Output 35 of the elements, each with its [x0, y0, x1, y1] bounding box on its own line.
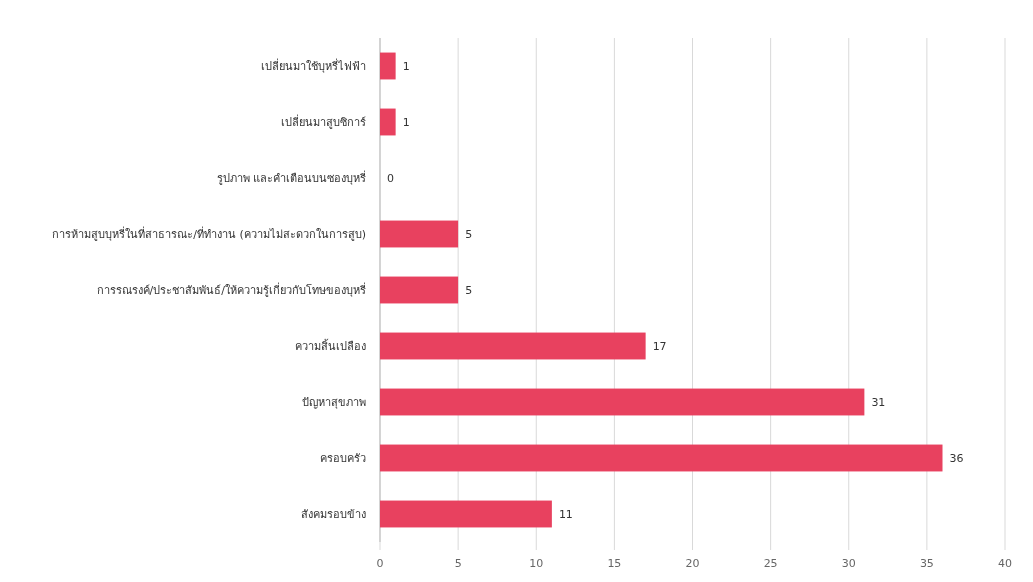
x-tick-label: 35: [919, 557, 934, 570]
y-tick-label: การห้ามสูบบุหรี่ในที่สาธารณะ/ที่ทำงาน (ความไม่สะดวกในการสูบ): [52, 225, 366, 241]
data-label: 31: [871, 395, 886, 409]
x-tick-label: 30: [841, 557, 856, 570]
x-tick-label: 40: [998, 557, 1012, 570]
bar: [380, 388, 865, 416]
bar: [380, 444, 943, 472]
x-tick-label: 15: [607, 557, 622, 570]
data-label: 17: [652, 339, 667, 353]
data-label: 5: [465, 227, 473, 241]
y-tick-label: รูปภาพ และคำเตือนบนซองบุหรี่: [216, 169, 366, 185]
bar: [380, 276, 459, 304]
bar: [380, 332, 646, 360]
data-label: 1: [402, 59, 410, 73]
data-label: 11: [558, 507, 573, 521]
y-tick-label: ความสิ้นเปลือง: [295, 337, 366, 353]
data-label: 0: [387, 171, 394, 185]
x-tick-label: 25: [763, 557, 778, 570]
data-label: 5: [465, 283, 473, 297]
y-tick-label: การรณรงค์/ประชาสัมพันธ์/ให้ความรู้เกี่ยวกับโทษของบุหรี่: [96, 281, 366, 297]
x-tick-label: 20: [685, 557, 700, 570]
y-tick-label: เปลี่ยนมาใช้บุหรี่ไฟฟ้า: [261, 57, 366, 73]
bar: [380, 220, 459, 248]
y-tick-label: ครอบครัว: [320, 451, 366, 465]
y-tick-label: เปลี่ยนมาสูบซิการ์: [281, 113, 366, 129]
x-tick-label: 10: [529, 557, 544, 570]
y-tick-label: ปัญหาสุขภาพ: [302, 395, 366, 409]
x-tick-label: 5: [454, 557, 462, 570]
data-label: 36: [949, 451, 964, 465]
bar: [380, 108, 396, 136]
y-tick-label: สังคมรอบข้าง: [301, 507, 366, 521]
x-tick-label: 0: [376, 557, 384, 570]
data-label: 1: [402, 115, 410, 129]
bar: [380, 52, 396, 80]
bar: [380, 500, 552, 528]
